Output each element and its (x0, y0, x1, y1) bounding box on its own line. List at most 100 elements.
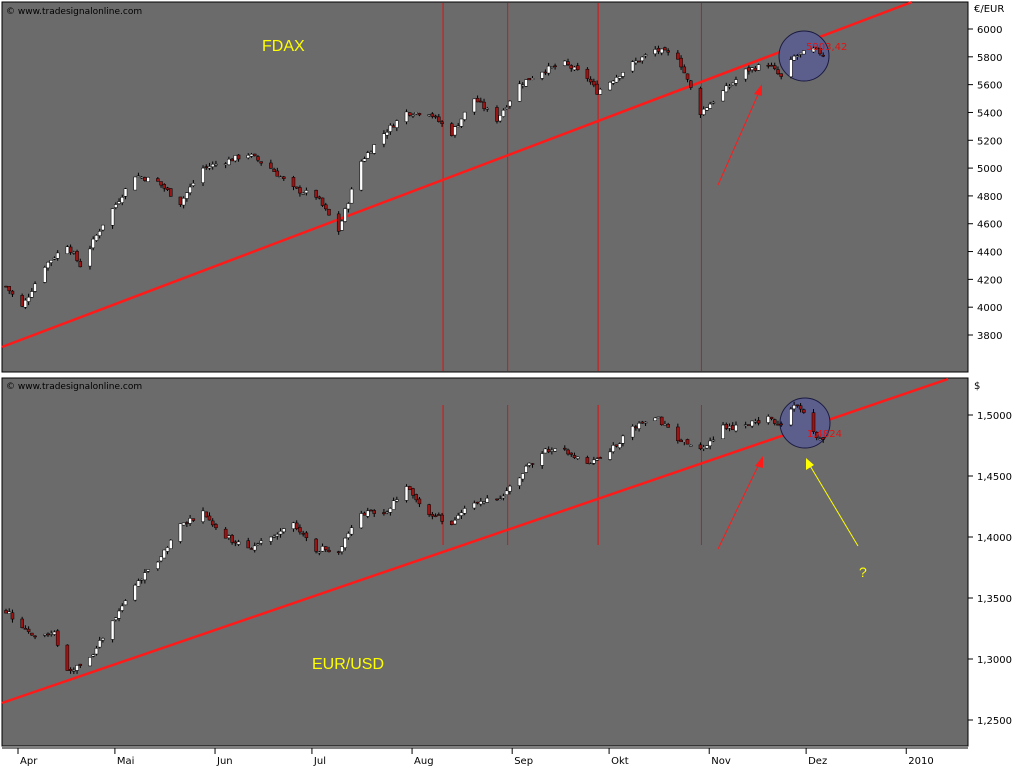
x-tick-label: Nov (711, 756, 731, 767)
candle-down (327, 208, 331, 216)
candle-up (575, 456, 580, 459)
candle-down (553, 65, 557, 68)
candle-down (320, 197, 325, 206)
candle-up (52, 257, 57, 260)
candle-down (769, 416, 774, 419)
candle-up (366, 510, 370, 517)
candle-down (26, 628, 31, 632)
eurusd-red-arrowhead (755, 456, 763, 468)
candle-down (246, 540, 250, 549)
candle-up (88, 657, 92, 667)
candle-down (30, 632, 34, 636)
candle-up (617, 443, 622, 448)
y-tick-label: 1,3000 (977, 655, 1012, 666)
candle-down (569, 452, 573, 455)
candle-up (472, 98, 477, 113)
candle-down (23, 628, 28, 630)
candle-down (256, 156, 260, 161)
eurusd-red-arrow-line (717, 461, 761, 550)
candle-up (701, 108, 706, 115)
candle-up (427, 114, 431, 116)
candle-up (553, 448, 557, 452)
candle-up (504, 107, 509, 110)
candle-down (814, 47, 819, 49)
y-tick-label: 4000 (977, 303, 1002, 314)
candle-down (408, 486, 412, 491)
candle-up (546, 65, 551, 74)
candle-up (611, 80, 615, 84)
candle-down (272, 168, 276, 172)
candle-down (689, 80, 693, 88)
y-tick-label: 5200 (977, 136, 1002, 147)
candle-up (508, 100, 512, 107)
candle-down (685, 73, 690, 80)
candle-down (210, 520, 215, 526)
candle-up (30, 291, 34, 298)
candle-down (814, 432, 819, 438)
candle-down (724, 424, 729, 429)
candle-up (320, 546, 325, 552)
candle-down (162, 184, 167, 189)
candle-up (252, 545, 257, 551)
candle-down (756, 420, 761, 424)
candle-down (362, 512, 367, 516)
candle-down (178, 196, 183, 205)
candle-down (233, 541, 238, 544)
eurusd-currency-label: $ (974, 381, 980, 392)
candle-up (592, 459, 596, 464)
candle-down (252, 153, 257, 157)
candle-up (340, 546, 344, 552)
candle-up (178, 523, 183, 542)
fdax-last-price: 5903,42 (806, 42, 847, 53)
candle-up (524, 79, 528, 87)
candle-up (521, 473, 525, 480)
candle-up (611, 445, 615, 452)
y-tick-label: 6000 (977, 25, 1002, 36)
candle-up (301, 193, 305, 195)
candle-up (395, 120, 399, 128)
candle-down (685, 439, 690, 445)
candle-up (743, 68, 748, 80)
fdax-red-arrow-line (717, 89, 761, 186)
candle-up (621, 435, 625, 444)
candle-up (734, 79, 738, 84)
candle-up (317, 551, 322, 554)
candle-up (705, 445, 709, 449)
candle-up (110, 208, 115, 226)
candle-up (94, 648, 99, 655)
fdax-currency-label: €/EUR (974, 4, 1004, 15)
candle-down (314, 538, 318, 552)
candle-down (298, 527, 302, 533)
candle-up (7, 611, 11, 614)
candle-up (504, 490, 509, 495)
candle-up (359, 161, 364, 191)
candle-up (459, 118, 464, 127)
candle-down (336, 551, 341, 553)
candle-up (75, 665, 79, 671)
candle-up (49, 633, 53, 635)
candle-down (592, 80, 596, 86)
candle-down (682, 66, 687, 74)
candle-up (750, 420, 754, 427)
candle-down (159, 181, 163, 186)
candle-down (68, 669, 73, 671)
candle-up (524, 465, 528, 473)
candle-down (78, 663, 83, 666)
candle-down (659, 416, 664, 426)
candle-up (165, 547, 170, 552)
x-tick-label: Jun (216, 756, 233, 767)
candle-down (68, 246, 73, 253)
candle-up (501, 495, 506, 499)
candle-down (776, 423, 780, 426)
candle-up (459, 512, 464, 516)
candle-up (640, 56, 645, 62)
candle-up (133, 176, 137, 191)
fdax-watermark: © www.tradesignalonline.com (6, 7, 142, 17)
candle-down (165, 187, 170, 190)
x-tick-label: 2010 (908, 756, 933, 767)
candle-down (20, 618, 24, 628)
candle-up (246, 155, 250, 159)
candle-up (201, 167, 205, 183)
candle-up (114, 617, 118, 621)
